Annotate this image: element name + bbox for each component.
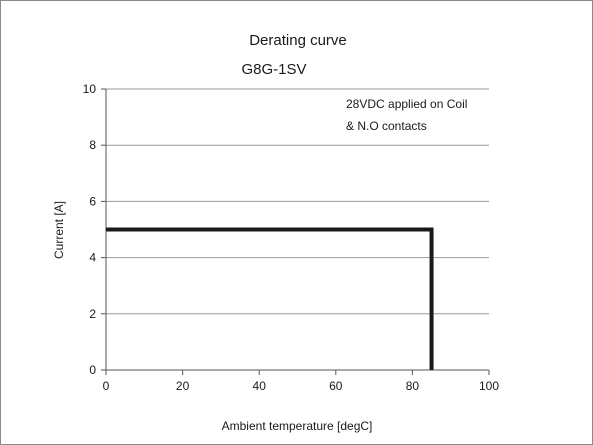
annotation-line-1: 28VDC applied on Coil: [346, 97, 467, 111]
derating-series-line: [106, 227, 434, 370]
y-tick-label-2: 2: [89, 307, 96, 321]
y-tick-label-0: 0: [89, 363, 96, 377]
y-axis-label: Current [A]: [52, 201, 66, 259]
x-tick-label-60: 60: [329, 379, 343, 393]
x-tick-label-80: 80: [406, 379, 420, 393]
x-tick-label-20: 20: [176, 379, 190, 393]
y-tick-label-8: 8: [89, 138, 96, 152]
y-tick-label-6: 6: [89, 194, 96, 208]
x-axis-label: Ambient temperature [degC]: [222, 419, 373, 433]
y-tick-label-10: 10: [83, 82, 97, 96]
y-tick-label-4: 4: [89, 251, 96, 265]
x-tick-label-40: 40: [253, 379, 267, 393]
x-tick-label-0: 0: [103, 379, 110, 393]
chart-title: Derating curve: [249, 32, 347, 49]
chart-subtitle: G8G-1SV: [241, 61, 306, 78]
x-tick-label-100: 100: [479, 379, 499, 393]
annotation-line-2: & N.O contacts: [346, 119, 427, 133]
